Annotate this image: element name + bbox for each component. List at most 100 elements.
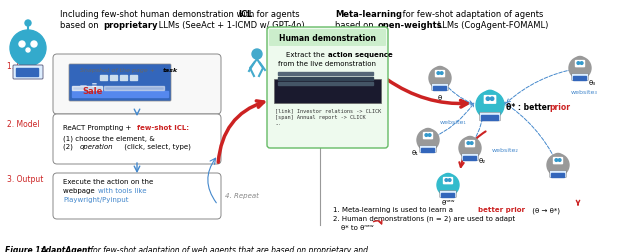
Text: prior: prior [549, 103, 570, 112]
Text: for few-shot adaptation of agents: for few-shot adaptation of agents [400, 10, 543, 19]
FancyBboxPatch shape [484, 95, 497, 104]
Circle shape [547, 154, 569, 176]
Circle shape [555, 159, 557, 161]
Text: website₂: website₂ [492, 148, 518, 153]
FancyBboxPatch shape [432, 84, 448, 91]
Bar [120, 75, 127, 80]
Text: task: task [163, 68, 177, 73]
Text: LLMs (CogAgent-FOMAML): LLMs (CogAgent-FOMAML) [435, 21, 548, 30]
Text: θ* : better: θ* : better [506, 103, 550, 112]
Circle shape [445, 179, 447, 181]
Text: 1. Input: 1. Input [7, 62, 36, 71]
Circle shape [417, 129, 439, 151]
Bar [433, 86, 446, 89]
Text: AdaptAgent: AdaptAgent [41, 246, 92, 252]
Circle shape [575, 56, 586, 68]
Circle shape [26, 48, 30, 52]
Bar [72, 86, 102, 90]
Text: 4. Repeat: 4. Repeat [225, 193, 259, 199]
Text: (θ → θ*): (θ → θ*) [530, 207, 560, 213]
FancyBboxPatch shape [13, 65, 43, 79]
Text: Figure 1:: Figure 1: [5, 246, 46, 252]
Text: 1. Meta-learning is used to learn a: 1. Meta-learning is used to learn a [333, 207, 455, 213]
Circle shape [428, 134, 431, 136]
Text: (click, select, type): (click, select, type) [122, 144, 191, 150]
Text: operation: operation [80, 144, 114, 150]
FancyBboxPatch shape [443, 177, 453, 184]
Circle shape [580, 62, 583, 64]
Text: webpage: webpage [63, 188, 97, 194]
Text: θ: θ [438, 95, 442, 101]
FancyBboxPatch shape [420, 146, 436, 153]
Circle shape [31, 41, 37, 47]
Text: website₁: website₁ [440, 120, 467, 125]
Circle shape [10, 30, 46, 66]
Text: proprietary: proprietary [103, 21, 157, 30]
Text: [span] Annual report -> CLICK: [span] Annual report -> CLICK [275, 115, 365, 120]
FancyBboxPatch shape [480, 112, 500, 121]
Circle shape [483, 90, 497, 104]
Text: Including few-shot human demonstration with: Including few-shot human demonstration w… [60, 10, 257, 19]
Bar [551, 173, 564, 177]
Circle shape [577, 62, 580, 64]
Text: Execute the action on the: Execute the action on the [63, 179, 153, 185]
Circle shape [465, 136, 476, 147]
Bar [72, 91, 168, 97]
Text: ICL: ICL [238, 10, 252, 19]
Text: θ* to θⁿᵉʷ: θ* to θⁿᵉʷ [341, 225, 374, 231]
FancyBboxPatch shape [575, 60, 585, 67]
FancyBboxPatch shape [462, 153, 478, 161]
Bar [463, 156, 476, 160]
Circle shape [486, 97, 490, 100]
Text: for agents: for agents [254, 10, 300, 19]
Circle shape [429, 67, 451, 89]
Text: Snapshot of the page +: Snapshot of the page + [79, 68, 157, 73]
Circle shape [252, 49, 262, 59]
Text: —  ≡: — ≡ [80, 82, 97, 88]
FancyBboxPatch shape [465, 140, 475, 147]
FancyBboxPatch shape [553, 157, 563, 164]
Circle shape [25, 20, 31, 26]
Circle shape [490, 97, 494, 100]
FancyBboxPatch shape [53, 114, 221, 164]
Text: 3. Output: 3. Output [7, 175, 44, 184]
Circle shape [449, 179, 451, 181]
Text: θ₃: θ₃ [589, 80, 595, 86]
Text: ...: ... [275, 121, 280, 126]
Circle shape [569, 57, 591, 79]
Text: θⁿᵉʷ: θⁿᵉʷ [441, 200, 455, 206]
Bar [481, 115, 498, 120]
Text: few-shot ICL:: few-shot ICL: [137, 125, 189, 131]
Text: with tools like: with tools like [98, 188, 147, 194]
Bar [441, 193, 454, 197]
Text: LLMs (SeeAct + 1-ICMD w/ GPT-4o): LLMs (SeeAct + 1-ICMD w/ GPT-4o) [156, 21, 305, 30]
Text: better prior: better prior [478, 207, 525, 213]
Text: (2): (2) [63, 144, 75, 150]
Bar [278, 72, 373, 75]
Circle shape [552, 153, 563, 165]
Text: Sale: Sale [82, 87, 102, 96]
Text: Playwright/Pyinput: Playwright/Pyinput [63, 197, 129, 203]
Circle shape [440, 72, 443, 74]
FancyBboxPatch shape [69, 64, 171, 101]
Text: θ₁: θ₁ [412, 150, 419, 156]
FancyBboxPatch shape [269, 29, 386, 46]
FancyBboxPatch shape [53, 54, 221, 114]
Circle shape [437, 174, 459, 196]
Circle shape [470, 142, 473, 144]
Bar [421, 148, 434, 151]
Bar [100, 75, 107, 80]
Bar [16, 68, 38, 76]
Bar [573, 76, 586, 80]
Text: website₃: website₃ [571, 90, 598, 95]
Circle shape [425, 134, 428, 136]
Text: [link] Investor relations -> CLICK: [link] Investor relations -> CLICK [275, 108, 381, 113]
Circle shape [422, 129, 433, 139]
FancyBboxPatch shape [53, 173, 221, 219]
Text: open-weights: open-weights [378, 21, 443, 30]
Bar [130, 75, 137, 80]
Text: ReACT Prompting +: ReACT Prompting + [63, 125, 134, 131]
Text: 2. Human demonstrations (n = 2) are used to adapt: 2. Human demonstrations (n = 2) are used… [333, 216, 515, 223]
Bar [278, 77, 373, 80]
Text: based on: based on [60, 21, 101, 30]
